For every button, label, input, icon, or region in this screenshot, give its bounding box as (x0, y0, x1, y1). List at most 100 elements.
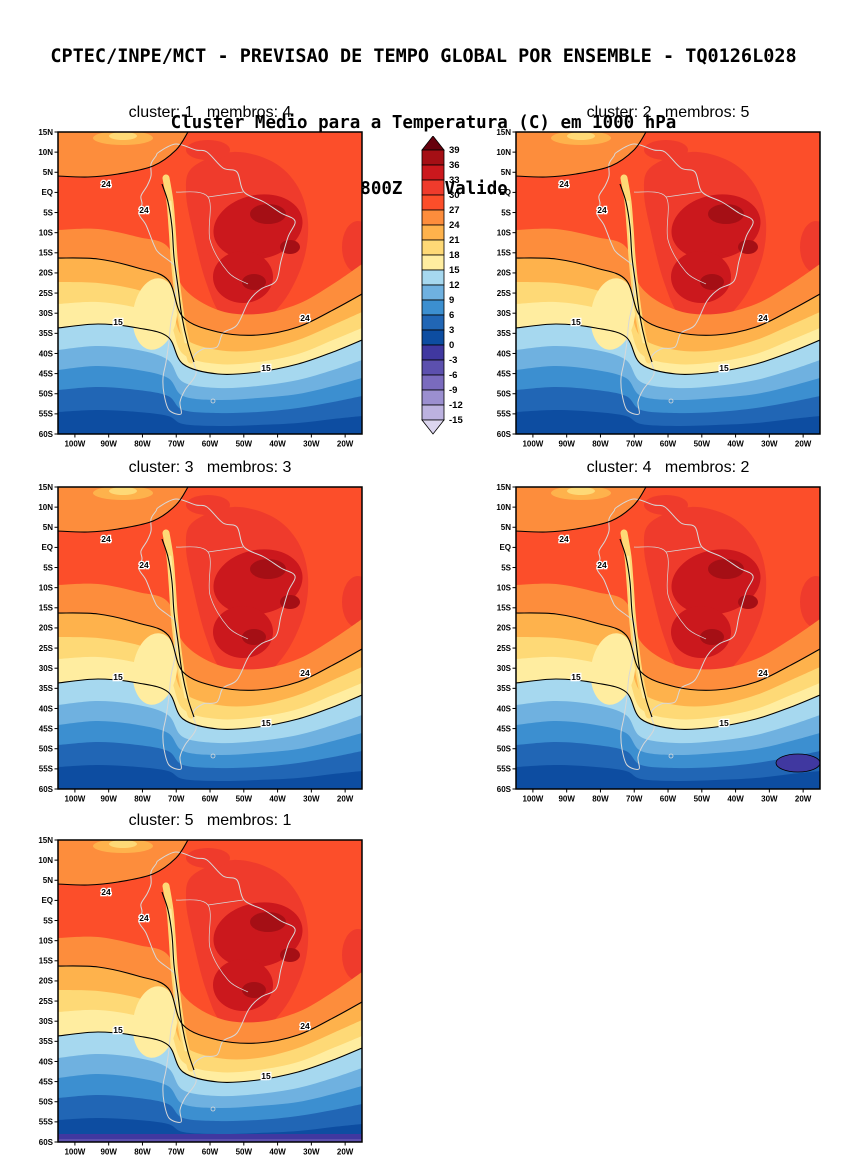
colorbar-arrow-up-icon (421, 135, 445, 151)
temperature-field: 24 24 24 15 15 (58, 840, 362, 1142)
lon-tick-label: 30W (761, 440, 778, 449)
temperature-field: 24 24 24 15 15 (58, 487, 362, 789)
contour-label: 24 (758, 668, 768, 678)
lat-tick-label: 40S (497, 704, 512, 713)
lon-tick-label: 20W (337, 795, 354, 804)
lat-tick-label: 20S (39, 977, 54, 986)
lon-tick-label: 90W (100, 795, 117, 804)
lon-tick-label: 30W (303, 440, 320, 449)
lon-tick-label: 80W (592, 440, 609, 449)
lat-tick-label: 40S (39, 704, 54, 713)
contour-24-north (516, 487, 647, 533)
colorbar-band (421, 299, 445, 316)
panel-title-3: cluster: 3 membros: 3 (128, 459, 292, 476)
colorbar-value-label: 9 (449, 295, 454, 306)
lat-tick-label: 40S (39, 349, 54, 358)
coastline (138, 498, 296, 770)
lon-tick-label: 90W (558, 440, 575, 449)
lat-tick-label: 5S (501, 563, 511, 572)
contour-24-andes (161, 538, 195, 718)
lat-tick-label: 25S (39, 289, 54, 298)
colorbar-band (421, 329, 445, 346)
lat-tick-label: 15N (38, 483, 53, 492)
lat-tick-label: 55S (39, 1118, 54, 1127)
contour-label: 24 (597, 560, 607, 570)
colorbar-band (421, 359, 445, 376)
contour-label: 24 (101, 534, 111, 544)
lat-tick-label: 5N (43, 876, 53, 885)
contour-label: 24 (139, 560, 149, 570)
lat-tick-label: EQ (41, 543, 53, 552)
lat-tick-labels: 15N 10N 5N EQ 5S 10S 15S 20S 25S 30S 35S 40S 45S 50S 5… (38, 128, 58, 439)
contour-label: 15 (719, 363, 729, 373)
colorbar-value-label: 12 (449, 280, 460, 291)
panel-cluster-2: cluster: 2 membros: 5 24 24 24 15 15 15N 10N 5N… (476, 104, 826, 460)
lat-tick-label: 35S (39, 329, 54, 338)
contour-label: 24 (101, 887, 111, 897)
lat-tick-label: 50S (497, 745, 512, 754)
colorbar-value-label: 6 (449, 310, 454, 321)
lat-tick-label: 5S (43, 208, 53, 217)
lat-tick-label: 15S (39, 604, 54, 613)
lat-tick-label: 60S (497, 430, 512, 439)
lon-tick-label: 50W (236, 1148, 253, 1157)
coastline (596, 498, 754, 770)
header-subtitle: Cluster Medio para a Temperatura (C) em … (170, 113, 677, 133)
contour-24-andes (161, 891, 195, 1071)
lat-tick-label: 30S (497, 309, 512, 318)
contour-label: 24 (101, 179, 111, 189)
colorbar-value-label: -15 (449, 415, 463, 426)
lon-tick-label: 90W (558, 795, 575, 804)
lon-tick-label: 90W (100, 1148, 117, 1157)
colorbar-value-label: 15 (449, 265, 460, 276)
lat-tick-label: 10N (496, 148, 511, 157)
temperature-map-cluster-4: 24 24 24 15 15 15N 10N 5N EQ 5S 10S 15S 20S 25S 30S 35S… (496, 483, 821, 804)
lon-tick-label: 20W (337, 1148, 354, 1157)
contour-label: 15 (113, 672, 123, 682)
lat-tick-label: 15N (496, 128, 511, 137)
lon-tick-label: 30W (303, 795, 320, 804)
temperature-map-cluster-5: 24 24 24 15 15 15N 10N 5N EQ 5S 10S 15S 20S 25S 30S 35S… (38, 836, 363, 1157)
colorbar-band (421, 209, 445, 226)
lon-tick-label: 50W (236, 795, 253, 804)
lon-tick-label: 20W (795, 440, 812, 449)
contour-24-south (58, 257, 362, 336)
lat-tick-label: 50S (39, 745, 54, 754)
colorbar-band (421, 149, 445, 166)
lon-tick-labels: 100W 90W 80W 70W 60W 50W 40W 30W 20W (522, 434, 812, 449)
colorbar-value-label: 39 (449, 145, 460, 156)
map-plot-area: 24 24 24 15 15 (57, 839, 363, 1143)
contour-15 (516, 323, 820, 376)
temperature-map-cluster-1: 24 24 24 15 15 15N 10N 5N EQ 5S 10S 15S 20S 25S 30S 35S… (38, 128, 363, 449)
contour-label: 15 (261, 363, 271, 373)
contour-24-north (58, 487, 189, 533)
lon-tick-label: 20W (337, 440, 354, 449)
lat-tick-label: 5N (43, 168, 53, 177)
lat-tick-label: 55S (39, 410, 54, 419)
lat-tick-label: 10S (497, 583, 512, 592)
lat-tick-label: 40S (39, 1057, 54, 1066)
lat-tick-label: 15N (38, 836, 53, 845)
lat-tick-labels: 15N 10N 5N EQ 5S 10S 15S 20S 25S 30S 35S 40S 45S 50S 5… (496, 483, 516, 794)
colorbar-band (421, 179, 445, 196)
lat-tick-label: 20S (39, 269, 54, 278)
colorbar-value-label: -3 (449, 355, 457, 366)
lat-tick-label: EQ (41, 188, 53, 197)
lon-tick-label: 80W (134, 440, 151, 449)
lon-tick-label: 70W (626, 440, 643, 449)
colorbar-band (421, 239, 445, 256)
lat-tick-label: 60S (39, 785, 54, 794)
lat-tick-label: 40S (497, 349, 512, 358)
contour-15 (58, 678, 362, 731)
lat-tick-label: 5N (43, 523, 53, 532)
temperature-map-cluster-2: 24 24 24 15 15 15N 10N 5N EQ 5S 10S 15S 20S 25S 30S 35S… (496, 128, 821, 449)
colorbar-value-label: 3 (449, 325, 454, 336)
lat-tick-label: 45S (39, 724, 54, 733)
lat-tick-label: 10S (497, 228, 512, 237)
panel-cluster-5: cluster: 5 membros: 1 24 24 24 15 15 15N 10N 5N… (18, 812, 368, 1157)
lon-tick-label: 60W (202, 795, 219, 804)
lat-tick-label: 20S (39, 624, 54, 633)
contour-label: 24 (597, 205, 607, 215)
lat-tick-label: 25S (497, 644, 512, 653)
